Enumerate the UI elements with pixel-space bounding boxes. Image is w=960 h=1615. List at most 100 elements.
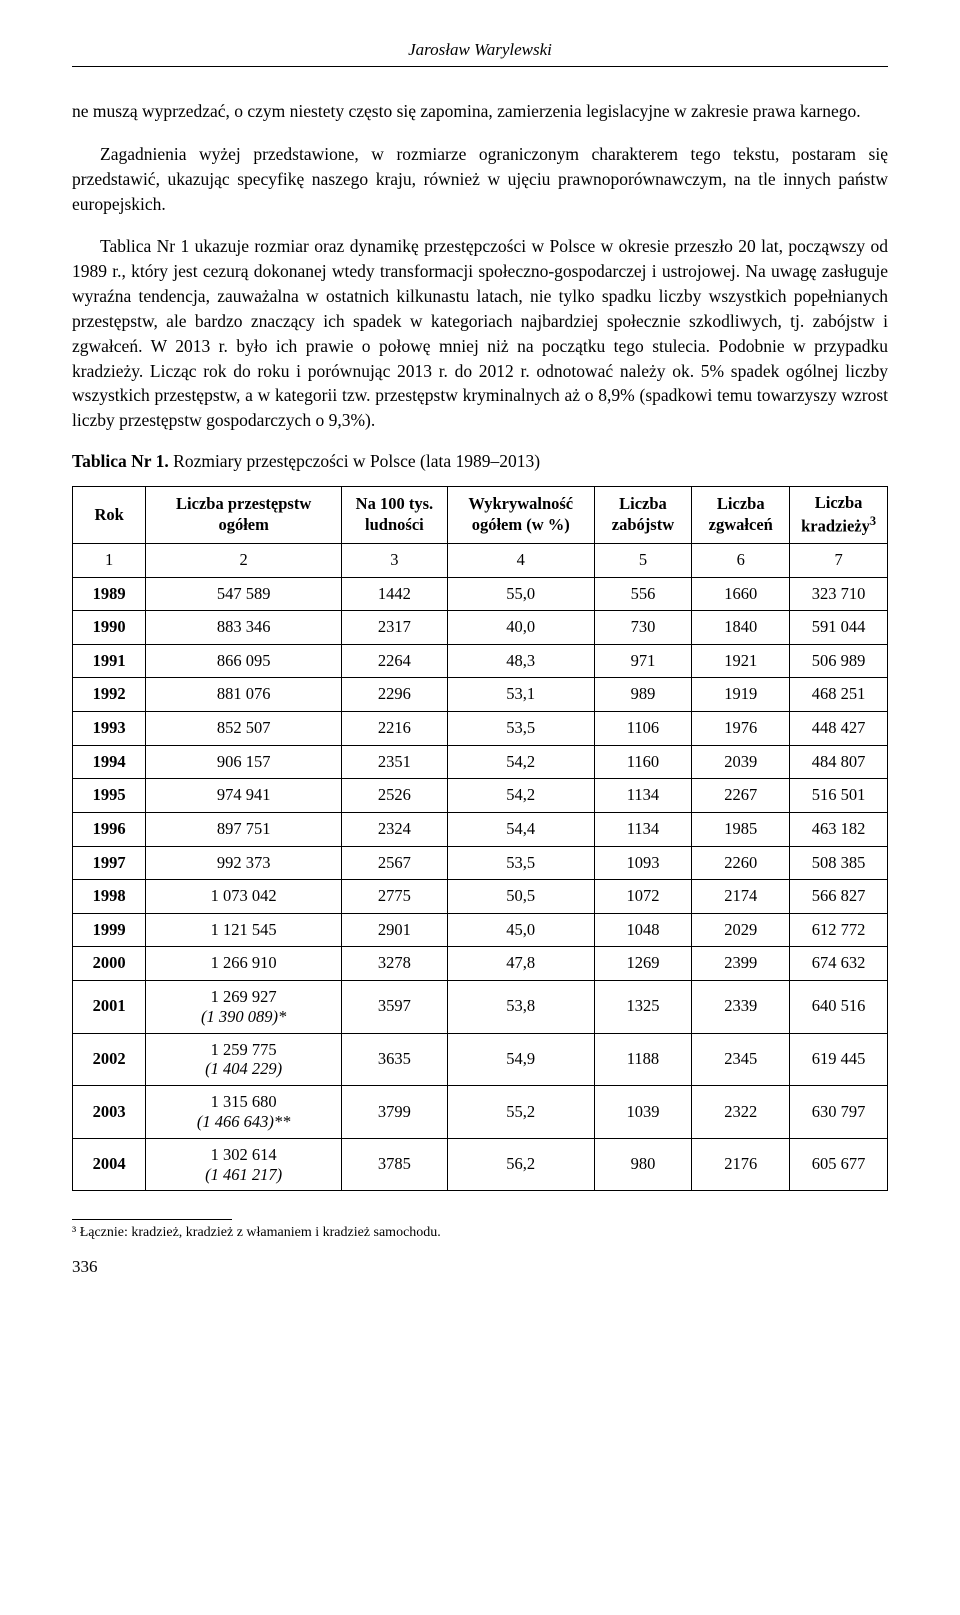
table-cell: 883 346 — [146, 611, 342, 645]
table-cell: 3635 — [341, 1033, 447, 1086]
table-cell: 2775 — [341, 880, 447, 914]
table-cell: 3799 — [341, 1086, 447, 1139]
table-cell: 2317 — [341, 611, 447, 645]
table-row: 1991866 095226448,39711921506 989 — [73, 644, 888, 678]
table-cell: 674 632 — [790, 947, 888, 981]
table-cell: 45,0 — [447, 913, 594, 947]
table-colnum-cell: 2 — [146, 543, 342, 577]
table-cell: 2399 — [692, 947, 790, 981]
table-cell: 1985 — [692, 812, 790, 846]
table-head: RokLiczba przestępstw ogółemNa 100 tys. … — [73, 487, 888, 577]
table-colnum-cell: 3 — [341, 543, 447, 577]
table-cell: 2260 — [692, 846, 790, 880]
table-cell: 1992 — [73, 678, 146, 712]
table-cell: 1 259 775(1 404 229) — [146, 1033, 342, 1086]
table-cell: 612 772 — [790, 913, 888, 947]
table-cell: 1991 — [73, 644, 146, 678]
table-cell: 2000 — [73, 947, 146, 981]
table-cell: 2216 — [341, 712, 447, 746]
table-colnum-cell: 4 — [447, 543, 594, 577]
table-cell: 2567 — [341, 846, 447, 880]
table-body: 1989547 589144255,05561660323 7101990883… — [73, 577, 888, 1191]
table-row: 20021 259 775(1 404 229)363554,911882345… — [73, 1033, 888, 1086]
table-cell: 55,2 — [447, 1086, 594, 1139]
table-cell: 630 797 — [790, 1086, 888, 1139]
table-cell: 906 157 — [146, 745, 342, 779]
table-cell: 2901 — [341, 913, 447, 947]
table-row: 1993852 507221653,511061976448 427 — [73, 712, 888, 746]
table-cell: 1997 — [73, 846, 146, 880]
table-row: 20001 266 910327847,812692399674 632 — [73, 947, 888, 981]
footnote-rule — [72, 1219, 232, 1220]
table-colnum-cell: 6 — [692, 543, 790, 577]
table-cell: 53,5 — [447, 712, 594, 746]
table-cell: 1994 — [73, 745, 146, 779]
table-cell: 1989 — [73, 577, 146, 611]
table-cell: 1921 — [692, 644, 790, 678]
table-cell: 1325 — [594, 981, 692, 1034]
table-row: 1996897 751232454,411341985463 182 — [73, 812, 888, 846]
table-cell: 2322 — [692, 1086, 790, 1139]
table-cell: 1048 — [594, 913, 692, 947]
table-cell: 1269 — [594, 947, 692, 981]
table-cell: 323 710 — [790, 577, 888, 611]
table-cell: 1 315 680(1 466 643)** — [146, 1086, 342, 1139]
table-cell: 547 589 — [146, 577, 342, 611]
running-head-author: Jarosław Warylewski — [72, 40, 888, 60]
table-cell: 2039 — [692, 745, 790, 779]
table-row: 1989547 589144255,05561660323 710 — [73, 577, 888, 611]
table-colnum-row: 1234567 — [73, 543, 888, 577]
header-rule — [72, 66, 888, 67]
table-cell: 47,8 — [447, 947, 594, 981]
table-row: 20031 315 680(1 466 643)**379955,2103923… — [73, 1086, 888, 1139]
table-cell: 1660 — [692, 577, 790, 611]
table-row: 1997992 373256753,510932260508 385 — [73, 846, 888, 880]
table-cell: 605 677 — [790, 1138, 888, 1191]
table-cell: 1 121 545 — [146, 913, 342, 947]
table-cell: 2264 — [341, 644, 447, 678]
table-cell: 2351 — [341, 745, 447, 779]
table-cell: 3278 — [341, 947, 447, 981]
table-title-bold: Tablica Nr 1. — [72, 451, 169, 471]
table-cell: 897 751 — [146, 812, 342, 846]
table-cell: 40,0 — [447, 611, 594, 645]
crime-stats-table: RokLiczba przestępstw ogółemNa 100 tys. … — [72, 486, 888, 1191]
table-cell: 55,0 — [447, 577, 594, 611]
table-cell: 1 269 927(1 390 089)* — [146, 981, 342, 1034]
table-cell: 1840 — [692, 611, 790, 645]
table-cell: 2296 — [341, 678, 447, 712]
table-cell: 54,4 — [447, 812, 594, 846]
table-cell: 2345 — [692, 1033, 790, 1086]
table-cell: 566 827 — [790, 880, 888, 914]
table-cell: 1442 — [341, 577, 447, 611]
table-title-rest: Rozmiary przestępczości w Polsce (lata 1… — [169, 451, 540, 471]
table-cell: 1990 — [73, 611, 146, 645]
table-cell: 1134 — [594, 779, 692, 813]
table-cell: 1106 — [594, 712, 692, 746]
table-cell: 1995 — [73, 779, 146, 813]
table-cell: 484 807 — [790, 745, 888, 779]
table-cell: 53,5 — [447, 846, 594, 880]
table-cell: 2526 — [341, 779, 447, 813]
table-cell: 556 — [594, 577, 692, 611]
table-cell: 866 095 — [146, 644, 342, 678]
table-cell: 2003 — [73, 1086, 146, 1139]
table-colnum-cell: 1 — [73, 543, 146, 577]
table-row: 1994906 157235154,211602039484 807 — [73, 745, 888, 779]
table-cell: 516 501 — [790, 779, 888, 813]
table-colnum-cell: 7 — [790, 543, 888, 577]
table-row: 1990883 346231740,07301840591 044 — [73, 611, 888, 645]
table-row: 20011 269 927(1 390 089)*359753,81325233… — [73, 981, 888, 1034]
page-number: 336 — [72, 1257, 888, 1277]
table-cell: 881 076 — [146, 678, 342, 712]
table-cell: 1 302 614(1 461 217) — [146, 1138, 342, 1191]
table-colnum-cell: 5 — [594, 543, 692, 577]
table-cell: 971 — [594, 644, 692, 678]
table-cell: 1072 — [594, 880, 692, 914]
table-cell: 1919 — [692, 678, 790, 712]
paragraph-2: Zagadnienia wyżej przedstawione, w rozmi… — [72, 142, 888, 217]
table-cell: 53,8 — [447, 981, 594, 1034]
table-cell: 448 427 — [790, 712, 888, 746]
table-cell: 1993 — [73, 712, 146, 746]
paragraph-3: Tablica Nr 1 ukazuje rozmiar oraz dynami… — [72, 234, 888, 433]
